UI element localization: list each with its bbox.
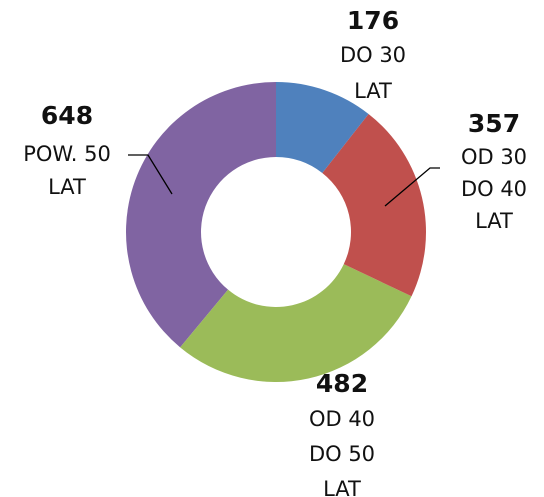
category-label: OD 30 bbox=[461, 145, 527, 169]
donut-segment bbox=[276, 82, 369, 173]
value-label: 176 bbox=[347, 6, 399, 35]
category-label: LAT bbox=[48, 175, 86, 199]
value-label: 357 bbox=[468, 109, 520, 138]
category-label: OD 40 bbox=[309, 407, 375, 431]
donut-segment bbox=[180, 264, 412, 383]
donut-segment bbox=[126, 82, 277, 348]
labels: 176 DO 30 LAT 357 OD 30 DO 40 LAT 482 OD 40 DO 50… bbox=[23, 6, 527, 497]
category-label: LAT bbox=[475, 209, 513, 233]
category-label: LAT bbox=[354, 79, 392, 103]
category-label: LAT bbox=[323, 477, 361, 497]
value-label: 482 bbox=[316, 369, 368, 398]
category-label: DO 40 bbox=[461, 177, 527, 201]
donut-segment bbox=[322, 113, 427, 297]
value-label: 648 bbox=[41, 101, 93, 130]
category-label: DO 30 bbox=[340, 43, 406, 67]
leader-line bbox=[128, 154, 173, 195]
category-label: DO 50 bbox=[309, 442, 375, 466]
category-label: POW. 50 bbox=[23, 142, 111, 166]
leader-line bbox=[384, 167, 440, 207]
